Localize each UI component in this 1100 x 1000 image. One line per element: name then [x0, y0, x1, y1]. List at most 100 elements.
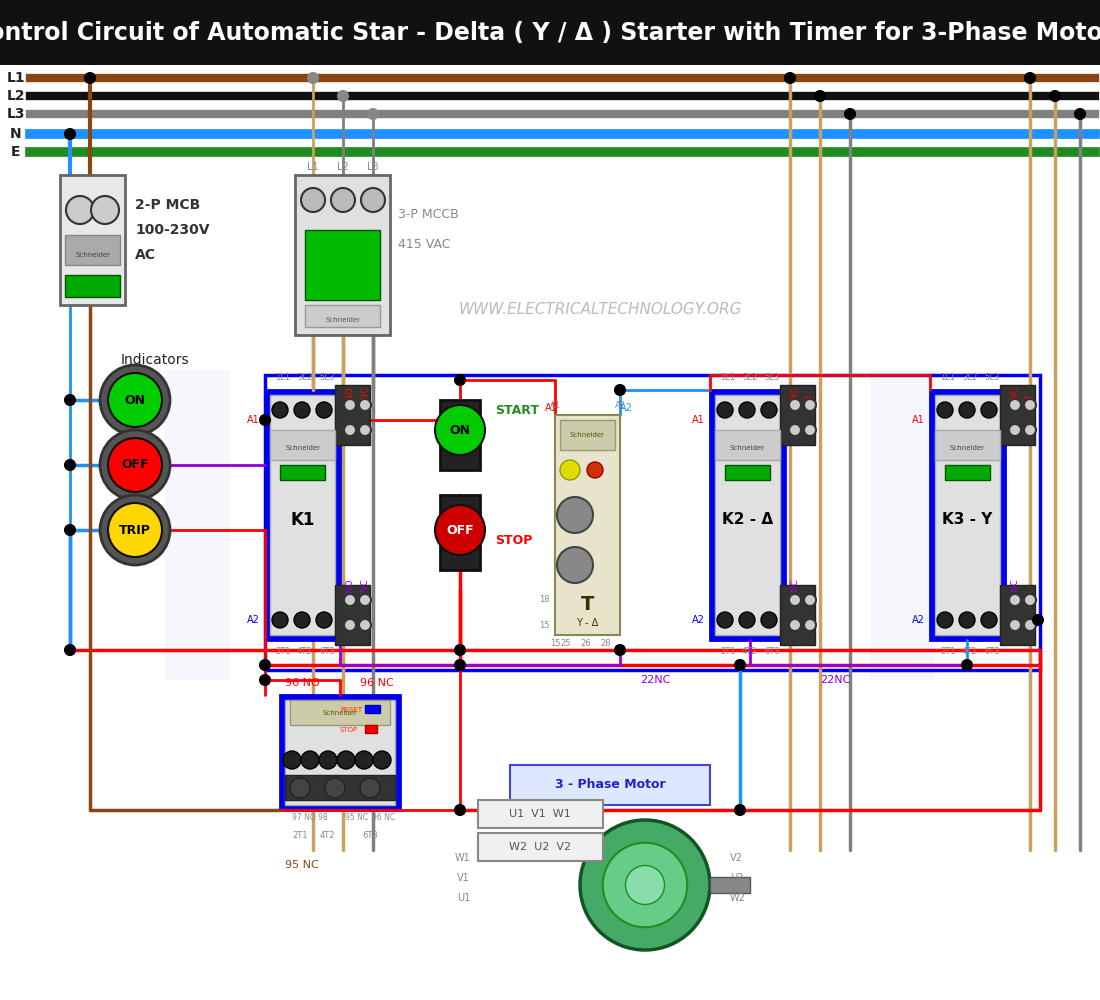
Text: STOP: STOP — [495, 534, 532, 546]
Text: Schneider: Schneider — [322, 710, 358, 716]
Bar — [305, 305, 380, 327]
Text: 1L1: 1L1 — [275, 373, 290, 382]
Circle shape — [108, 503, 162, 557]
Text: 4T2: 4T2 — [319, 830, 334, 840]
Circle shape — [316, 612, 332, 628]
Bar — [60, 175, 125, 305]
Circle shape — [108, 438, 162, 492]
Bar — [478, 833, 603, 861]
Bar — [780, 385, 815, 445]
Circle shape — [359, 399, 371, 411]
Text: 13NO: 13NO — [345, 386, 354, 410]
Circle shape — [65, 525, 75, 535]
Text: OFF: OFF — [447, 524, 474, 536]
Text: Y - Δ: Y - Δ — [576, 618, 598, 628]
Circle shape — [785, 73, 795, 83]
Text: Schneider: Schneider — [570, 432, 605, 438]
Circle shape — [959, 612, 975, 628]
Text: A2: A2 — [248, 615, 260, 625]
Bar — [710, 390, 785, 640]
Bar — [780, 585, 815, 645]
Text: 28: 28 — [600, 639, 610, 648]
Circle shape — [344, 594, 356, 606]
Text: 95 NC: 95 NC — [345, 814, 368, 822]
Bar — [65, 235, 120, 265]
Text: ON: ON — [124, 393, 145, 406]
Text: ON: ON — [450, 424, 471, 436]
Circle shape — [1009, 594, 1021, 606]
Circle shape — [355, 751, 373, 769]
Bar — [270, 430, 336, 460]
Text: 2-P MCB: 2-P MCB — [135, 198, 200, 212]
Circle shape — [368, 109, 378, 119]
Circle shape — [1075, 109, 1085, 119]
Circle shape — [981, 612, 997, 628]
Bar — [725, 465, 770, 480]
Circle shape — [91, 196, 119, 224]
Circle shape — [717, 612, 733, 628]
Text: 6T3: 6T3 — [319, 648, 334, 656]
Circle shape — [580, 820, 710, 950]
Text: V1: V1 — [458, 873, 470, 883]
Bar — [935, 430, 1000, 460]
Circle shape — [761, 612, 777, 628]
Circle shape — [1024, 594, 1036, 606]
Circle shape — [272, 402, 288, 418]
Bar — [710, 877, 750, 893]
Bar — [560, 420, 615, 450]
Text: 15: 15 — [539, 620, 550, 630]
Text: 5L3: 5L3 — [764, 373, 779, 382]
Circle shape — [1033, 615, 1043, 625]
Circle shape — [359, 424, 371, 436]
Text: 18: 18 — [539, 595, 550, 604]
Text: 96 NC: 96 NC — [360, 678, 394, 688]
Circle shape — [100, 430, 170, 500]
Circle shape — [962, 660, 972, 670]
Text: Schneider: Schneider — [324, 317, 360, 323]
Text: 22NC: 22NC — [360, 579, 368, 601]
Circle shape — [804, 399, 816, 411]
Circle shape — [301, 188, 324, 212]
Circle shape — [108, 373, 162, 427]
Circle shape — [308, 73, 318, 83]
Text: U2: U2 — [730, 873, 744, 883]
Circle shape — [455, 375, 465, 385]
Circle shape — [455, 805, 465, 815]
Circle shape — [359, 594, 371, 606]
Text: A2: A2 — [620, 403, 632, 413]
Text: STAR
Contactor: STAR Contactor — [957, 484, 978, 546]
Text: 3L2: 3L2 — [962, 373, 977, 382]
Circle shape — [804, 424, 816, 436]
Text: STOP: STOP — [340, 727, 359, 733]
Circle shape — [615, 645, 625, 655]
Text: 5L3: 5L3 — [984, 373, 999, 382]
Circle shape — [1009, 424, 1021, 436]
Text: E: E — [11, 145, 21, 159]
Text: U1: U1 — [456, 893, 470, 903]
Text: 415 VAC: 415 VAC — [398, 238, 451, 251]
Circle shape — [1050, 91, 1060, 101]
Text: TRIP: TRIP — [119, 524, 151, 536]
Circle shape — [361, 188, 385, 212]
Text: A2: A2 — [615, 400, 626, 410]
Bar — [556, 415, 620, 635]
Text: K3 - Y: K3 - Y — [943, 512, 992, 528]
Bar — [478, 800, 603, 828]
Text: AC: AC — [135, 248, 156, 262]
Text: Schneider: Schneider — [75, 252, 110, 258]
Text: Y - Δ Timer: Y - Δ Timer — [583, 493, 593, 557]
Bar — [510, 765, 710, 805]
Circle shape — [717, 402, 733, 418]
Circle shape — [331, 188, 355, 212]
Circle shape — [959, 402, 975, 418]
Text: 4T2: 4T2 — [962, 648, 978, 656]
Text: T: T — [581, 595, 594, 614]
Text: 2T1: 2T1 — [720, 648, 736, 656]
Bar — [65, 275, 120, 297]
Text: 22NC: 22NC — [790, 579, 799, 601]
Text: V2: V2 — [730, 853, 743, 863]
Text: N: N — [10, 127, 22, 141]
Text: L2: L2 — [337, 162, 349, 172]
Text: Schneider: Schneider — [285, 445, 320, 451]
Bar — [1000, 385, 1035, 445]
